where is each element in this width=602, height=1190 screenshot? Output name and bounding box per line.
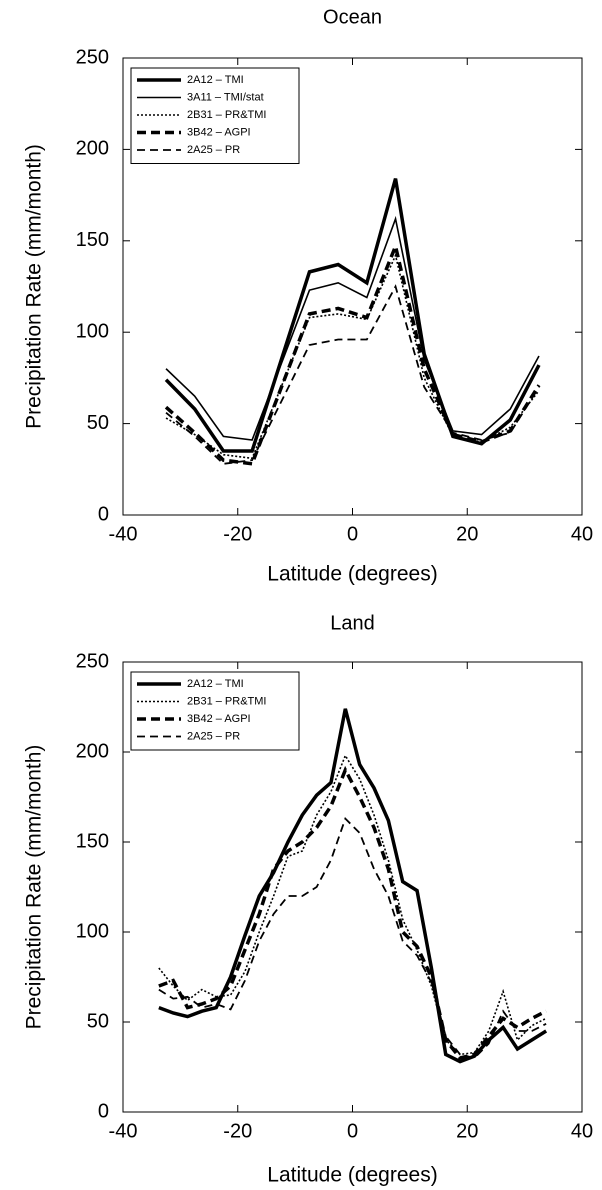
legend-label: 2A12 – TMI <box>187 678 244 690</box>
x-tick-label: 0 <box>347 1120 358 1142</box>
legend-label: 2B31 – PR&TMI <box>187 109 266 121</box>
x-axis-label: Latitude (degrees) <box>267 563 437 586</box>
plot-frame <box>122 57 583 516</box>
y-tick-label: 100 <box>76 320 109 342</box>
x-tick-label: -40 <box>109 523 138 545</box>
x-tick-label: 20 <box>456 523 478 545</box>
y-tick-label: 50 <box>87 1010 109 1032</box>
y-axis-label: Precipitation Rate (mm/month) <box>23 745 46 1030</box>
y-tick-label: 200 <box>76 740 109 762</box>
data-line <box>158 753 547 1056</box>
data-line <box>165 284 540 465</box>
data-line <box>158 816 547 1059</box>
x-tick-label: 0 <box>347 523 358 545</box>
legend-label: 2A12 – TMI <box>187 74 244 86</box>
legend-label: 2B31 – PR&TMI <box>187 695 266 707</box>
data-line <box>158 765 547 1060</box>
chart-title: Ocean <box>323 6 382 28</box>
data-line <box>164 178 541 453</box>
y-tick-label: 200 <box>76 138 109 160</box>
data-line <box>165 252 540 460</box>
y-tick-label: 250 <box>76 650 109 672</box>
data-line <box>165 215 540 441</box>
y-tick-label: 150 <box>76 830 109 852</box>
x-tick-label: 40 <box>571 523 593 545</box>
data-line <box>158 708 548 1064</box>
x-tick-label: -20 <box>223 523 252 545</box>
data-line <box>164 240 541 466</box>
x-axis-label: Latitude (degrees) <box>267 1164 437 1187</box>
y-tick-label: 250 <box>76 46 109 68</box>
y-tick-label: 50 <box>87 412 109 434</box>
y-tick-label: 100 <box>76 920 109 942</box>
y-tick-label: 150 <box>76 229 109 251</box>
legend-label: 3A11 – TMI/stat <box>187 91 264 103</box>
y-axis-label: Precipitation Rate (mm/month) <box>23 144 46 429</box>
legend-label: 3B42 – AGPI <box>187 713 251 725</box>
plot-frame <box>122 661 583 1113</box>
chart-title: Land <box>330 612 375 634</box>
x-tick-label: -40 <box>109 1120 138 1142</box>
y-tick-label: 0 <box>98 1100 109 1122</box>
x-tick-label: -20 <box>223 1120 252 1142</box>
legend-label: 2A25 – PR <box>187 144 240 156</box>
legend-label: 2A25 – PR <box>187 730 240 742</box>
x-tick-label: 40 <box>571 1120 593 1142</box>
x-tick-label: 20 <box>456 1120 478 1142</box>
legend-label: 3B42 – AGPI <box>187 126 251 138</box>
y-tick-label: 0 <box>98 503 109 525</box>
